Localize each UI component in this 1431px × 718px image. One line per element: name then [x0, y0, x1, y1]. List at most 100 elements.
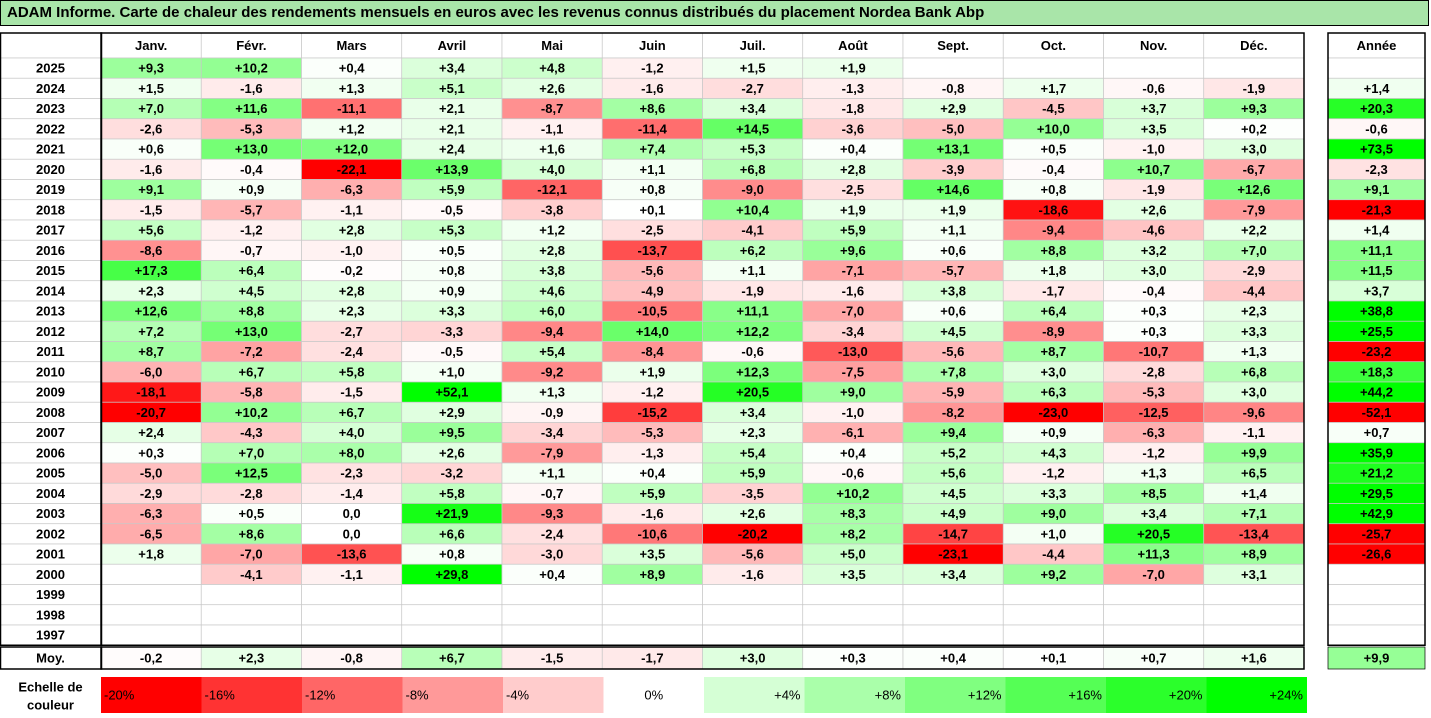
heatmap-cell-value: +10,4: [736, 202, 770, 217]
month-header-cell: [1203, 32, 1305, 59]
heatmap-cell: [1103, 57, 1205, 79]
heatmap-cell-value: +4,8: [539, 61, 565, 76]
heatmap-cell-value: -5,8: [240, 385, 262, 400]
heatmap-cell-value: +0,3: [1141, 324, 1167, 339]
average-cell-value: +0,4: [940, 651, 966, 666]
heatmap-cell-value: -13,6: [337, 547, 367, 562]
heatmap-cell: [902, 624, 1004, 646]
heatmap-cell-value: +14,6: [937, 182, 970, 197]
heatmap-cell-value: +1,1: [940, 223, 966, 238]
heatmap-cell-value: -2,7: [340, 324, 362, 339]
heatmap-cell-value: +6,7: [339, 405, 365, 420]
heatmap-cell-value: +8,7: [1041, 344, 1067, 359]
month-header-label: Oct.: [1041, 38, 1066, 53]
heatmap-cell-value: +0,5: [1041, 142, 1067, 157]
heatmap-cell-value: -7,1: [842, 263, 864, 278]
heatmap-cell-value: +6,6: [439, 526, 465, 541]
year-label: 2007: [36, 425, 65, 440]
heatmap-cell-value: -3,4: [541, 425, 564, 440]
heatmap-cell-value: -10,5: [638, 304, 668, 319]
heatmap-cell-value: -6,3: [1142, 425, 1164, 440]
heatmap-cell-value: -6,7: [1243, 162, 1265, 177]
month-header-label: Juin: [639, 38, 666, 53]
heatmap-cell-value: +3,0: [1241, 142, 1267, 157]
heatmap-cell-value: +6,7: [239, 364, 265, 379]
heatmap-cell-value: +1,2: [539, 223, 565, 238]
heatmap-cell-value: -0,4: [1142, 283, 1165, 298]
annual-cell-value: -23,2: [1362, 344, 1392, 359]
heatmap-cell-value: +8,0: [339, 445, 365, 460]
heatmap-cell-value: +10,7: [1137, 162, 1170, 177]
heatmap-cell-value: -0,2: [340, 263, 362, 278]
heatmap-cell-value: -4,6: [1142, 223, 1164, 238]
heatmap-cell-value: -2,8: [1142, 364, 1164, 379]
heatmap-cell-value: +7,4: [640, 142, 666, 157]
heatmap-cell-value: -1,2: [1042, 466, 1064, 481]
heatmap-cell-value: +9,5: [439, 425, 465, 440]
heatmap-cell-value: -13,0: [838, 344, 868, 359]
heatmap-cell: [1203, 57, 1305, 79]
heatmap-cell: [902, 604, 1004, 626]
heatmap-cell-value: +2,8: [339, 223, 365, 238]
heatmap-cell-value: +14,0: [636, 324, 669, 339]
heatmap-cell-value: -13,7: [638, 243, 668, 258]
heatmap-cell-value: -1,7: [1042, 283, 1064, 298]
month-header-label: Juil.: [740, 38, 766, 53]
heatmap-cell-value: -6,3: [140, 506, 162, 521]
legend-swatch: [1005, 677, 1106, 713]
heatmap-cell-value: -5,6: [942, 344, 964, 359]
heatmap-cell-value: +3,3: [439, 304, 465, 319]
heatmap-cell-value: -0,7: [541, 486, 563, 501]
heatmap-cell-value: -3,5: [741, 486, 763, 501]
heatmap-cell: [200, 624, 302, 646]
heatmap-cell-value: +0,9: [439, 283, 465, 298]
heatmap-cell-value: 0,0: [343, 526, 361, 541]
heatmap-cell-value: -3,9: [942, 162, 964, 177]
year-column-border: [0, 32, 103, 646]
heatmap-cell-value: +29,8: [435, 567, 468, 582]
heatmap-cell-value: -1,1: [340, 567, 362, 582]
year-label: 2010: [36, 364, 65, 379]
legend-swatch: [101, 677, 202, 713]
heatmap-cell-value: -1,3: [641, 445, 663, 460]
heatmap-cell-value: +1,7: [1041, 81, 1067, 96]
heatmap-cell-value: -6,3: [340, 182, 362, 197]
heatmap-cell-value: +12,5: [235, 466, 268, 481]
heatmap-cell-value: -9,4: [1042, 223, 1065, 238]
heatmap-cell-value: -2,5: [641, 223, 663, 238]
heatmap-cell-value: +0,6: [940, 243, 966, 258]
heatmap-cell-value: +0,8: [640, 182, 666, 197]
annual-column-border: [1327, 32, 1426, 646]
year-label: 2005: [36, 466, 65, 481]
average-cell-value: -1,5: [541, 651, 563, 666]
legend-swatch: [804, 677, 905, 713]
heatmap-cell-value: -0,5: [441, 344, 463, 359]
year-label: 2003: [36, 506, 65, 521]
legend-stop-label: -16%: [205, 688, 236, 703]
heatmap-cell-value: +10,0: [1037, 121, 1070, 136]
heatmap-cell: [1103, 584, 1205, 606]
heatmap-cell-value: +4,5: [239, 283, 265, 298]
heatmap-cell-value: +10,2: [235, 61, 268, 76]
month-header-label: Août: [838, 38, 868, 53]
heatmap-cell-value: +2,6: [1141, 202, 1167, 217]
heatmap-cell-value: -7,0: [1142, 567, 1164, 582]
heatmap-cell-value: -4,9: [641, 283, 663, 298]
heatmap-cell-value: -0,8: [942, 81, 964, 96]
heatmap-cell-value: -0,6: [741, 344, 763, 359]
heatmap-cell-value: +1,5: [138, 81, 164, 96]
heatmap-cell-value: +5,6: [940, 466, 966, 481]
heatmap-cell-value: -5,0: [140, 466, 162, 481]
heatmap-cell-value: -5,0: [942, 121, 964, 136]
heatmap-cell-value: +4,9: [940, 506, 966, 521]
heatmap-cell-value: -1,2: [641, 61, 663, 76]
heatmap-cell-value: +4,3: [1041, 445, 1067, 460]
legend-stop-label: +12%: [968, 688, 1002, 703]
heatmap-cell-value: -1,9: [741, 283, 763, 298]
annual-cell: [1327, 57, 1426, 79]
heatmap-cell-value: -7,0: [842, 304, 864, 319]
heatmap-cell-value: -7,5: [842, 364, 864, 379]
heatmap-cell-value: +5,9: [439, 182, 465, 197]
heatmap-cell-value: -20,7: [136, 405, 166, 420]
legend-stop-label: -8%: [406, 688, 430, 703]
